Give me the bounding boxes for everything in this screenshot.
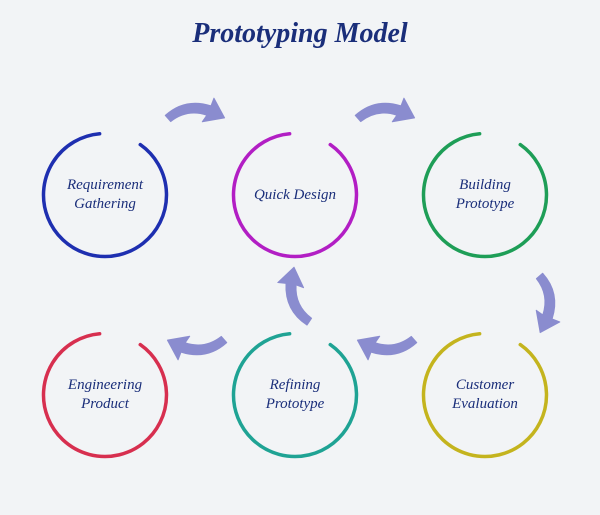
node-quick: Quick Design: [230, 130, 360, 260]
node-label: Customer Evaluation: [420, 330, 550, 460]
flow-arrow-icon: [252, 252, 342, 342]
node-building: Building Prototype: [420, 130, 550, 260]
node-customer: Customer Evaluation: [420, 330, 550, 460]
diagram-title: Prototyping Model: [0, 18, 600, 50]
node-label: Quick Design: [230, 130, 360, 260]
node-label: Requirement Gathering: [40, 130, 170, 260]
node-requirement: Requirement Gathering: [40, 130, 170, 260]
node-label: Building Prototype: [420, 130, 550, 260]
